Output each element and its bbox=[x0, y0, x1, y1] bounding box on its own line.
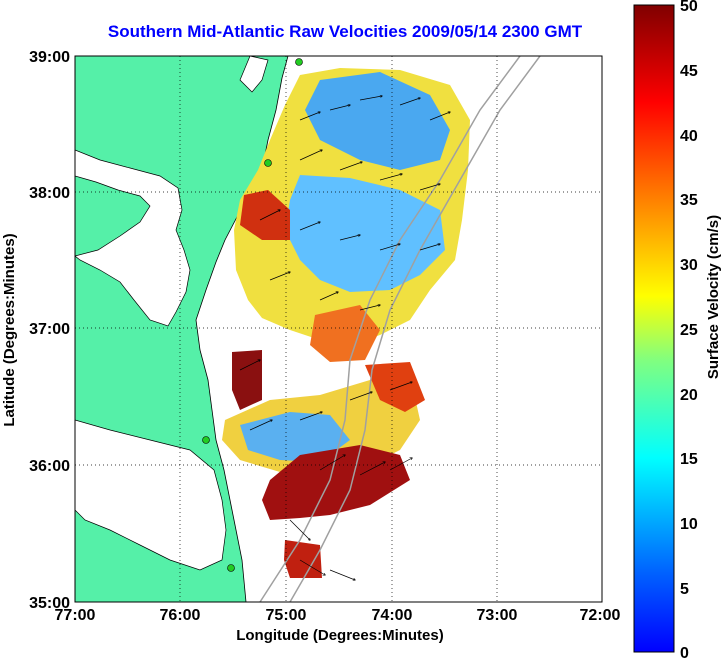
y-axis-label: Latitude (Degrees:Minutes) bbox=[1, 233, 18, 426]
delaware-bay bbox=[239, 56, 269, 93]
grid-lines bbox=[75, 56, 602, 602]
colorbar-tick-label: 5 bbox=[680, 581, 689, 598]
x-tick-label: 77:00 bbox=[55, 607, 96, 624]
colorbar-ticks: 50 45 40 35 30 25 20 15 10 5 0 bbox=[680, 0, 698, 659]
colorbar-tick-label: 15 bbox=[680, 451, 698, 468]
colorbar-tick-label: 20 bbox=[680, 387, 698, 404]
chesapeake-bay bbox=[75, 149, 191, 327]
velocity-field bbox=[222, 68, 470, 578]
x-tick-label: 73:00 bbox=[477, 607, 518, 624]
colorbar-tick-label: 40 bbox=[680, 128, 698, 145]
y-tick-label: 37:00 bbox=[29, 321, 70, 338]
colorbar-tick-label: 45 bbox=[680, 63, 698, 80]
colorbar-tick-label: 30 bbox=[680, 257, 698, 274]
y-tick-label: 36:00 bbox=[29, 458, 70, 475]
colorbar-tick-label: 50 bbox=[680, 0, 698, 15]
x-tick-label: 72:00 bbox=[580, 607, 621, 624]
plot-frame bbox=[74, 55, 603, 603]
y-tick-label: 38:00 bbox=[29, 185, 70, 202]
y-tick-label: 39:00 bbox=[29, 49, 70, 66]
y-tick-label: 35:00 bbox=[29, 595, 70, 612]
x-axis-label: Longitude (Degrees:Minutes) bbox=[236, 627, 444, 644]
bathymetry-contours bbox=[259, 56, 541, 602]
station-markers bbox=[202, 58, 303, 572]
colorbar-tick-label: 35 bbox=[680, 192, 698, 209]
x-tick-label: 76:00 bbox=[160, 607, 201, 624]
colorbar-tick-label: 25 bbox=[680, 322, 698, 339]
x-tick-label: 74:00 bbox=[372, 607, 413, 624]
colorbar-tick-label: 0 bbox=[680, 645, 689, 659]
y-tick-labels: 39:00 38:00 37:00 36:00 35:00 bbox=[29, 49, 70, 612]
colorbar bbox=[633, 4, 675, 653]
pamlico-sound bbox=[75, 419, 227, 571]
chart-title: Southern Mid-Atlantic Raw Velocities 200… bbox=[107, 22, 583, 41]
x-tick-label: 75:00 bbox=[266, 607, 307, 624]
colorbar-label: Surface Velocity (cm/s) bbox=[705, 215, 722, 379]
colorbar-tick-label: 10 bbox=[680, 516, 698, 533]
velocity-vectors bbox=[239, 96, 450, 580]
x-tick-labels: 77:00 76:00 75:00 74:00 73:00 72:00 bbox=[55, 607, 621, 624]
